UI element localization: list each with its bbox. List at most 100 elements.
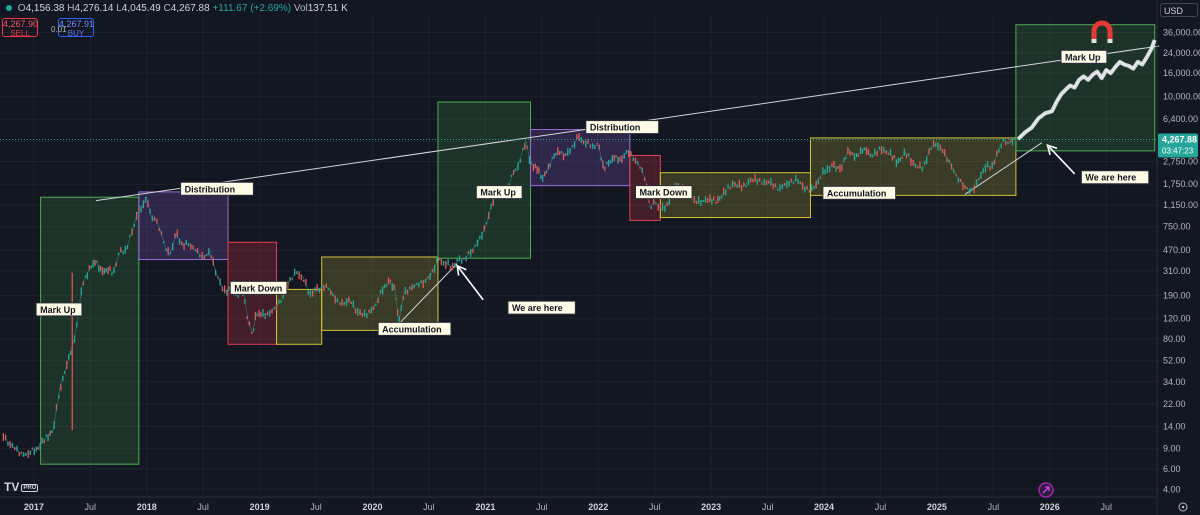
zone-label-bg	[377, 321, 452, 336]
zone-label-bg	[507, 300, 576, 315]
x-tick-label: 2023	[701, 502, 721, 512]
zone-label-bg	[822, 185, 897, 200]
magnet-icon	[1091, 20, 1113, 43]
zone-label-bg	[229, 280, 288, 295]
y-tick-label: 190.00	[1163, 291, 1191, 301]
zone-box	[276, 288, 323, 345]
sell-price: 4,267.90	[3, 19, 39, 29]
arrows	[456, 144, 1076, 301]
zone-label: We are here	[512, 303, 563, 313]
change-value: +111.67 (+2.69%)	[212, 3, 292, 14]
zone-label-bg	[35, 302, 83, 317]
y-tick-label: 10,000.00	[1163, 92, 1200, 102]
zone-label: Mark Up	[480, 188, 516, 198]
buy-label: BUY	[67, 29, 85, 38]
ohlc-legend: O4,156.38 H4,276.14 L4,045.49 C4,267.88 …	[6, 3, 348, 14]
x-tick-label: Jul	[85, 502, 97, 512]
y-tick-label: 1,750.00	[1163, 179, 1198, 189]
zone-label-bg	[1060, 49, 1108, 64]
chart-icons	[1038, 20, 1188, 512]
arrow-icon	[456, 264, 467, 276]
zone-box	[1015, 24, 1156, 152]
x-tick-label: Jul	[197, 502, 209, 512]
zone-box	[437, 101, 532, 259]
price-line	[1, 136, 1014, 457]
y-tick-label: 4.00	[1163, 484, 1181, 494]
pro-badge: PRO	[21, 483, 39, 492]
y-tick-label: 310.00	[1163, 266, 1191, 276]
y-tick-label: 16,000.00	[1163, 68, 1200, 78]
open-value: 4,156.38	[25, 3, 65, 14]
buy-price: 4,267.91	[59, 19, 95, 29]
low-value: 4,045.49	[121, 3, 161, 14]
zone-label-bg	[585, 120, 660, 135]
zone-box	[530, 129, 631, 187]
high-label: H	[67, 3, 75, 14]
x-tick-label: Jul	[536, 502, 548, 512]
y-tick-label: 14.00	[1163, 421, 1186, 431]
countdown-label: 03:47:23	[1162, 146, 1194, 155]
trade-buttons: 4,267.90 SELL 4,267.91 BUY	[2, 18, 95, 38]
event-icon	[1038, 482, 1054, 498]
close-value: 4,267.88	[170, 3, 210, 14]
zone-label-bg	[635, 185, 693, 200]
volume-value: 137.51 K	[307, 3, 348, 14]
last-price-label: 4,267.88	[1162, 134, 1197, 144]
zone-label: Mark Up	[40, 305, 76, 315]
arrow-line	[456, 265, 484, 301]
projection-path	[1016, 39, 1157, 141]
y-tick-label: 80.00	[1163, 334, 1186, 344]
zone-label: We are here	[1085, 173, 1136, 183]
x-tick-label: 2019	[250, 502, 270, 512]
zone-label-bg	[180, 181, 254, 196]
grid	[0, 14, 1157, 496]
x-tick-label: 2026	[1040, 502, 1060, 512]
sell-button[interactable]: 4,267.90 SELL	[2, 18, 39, 38]
zone-label: Accumulation	[382, 324, 442, 334]
volume-label: Vol	[293, 3, 308, 14]
x-tick-label: 2021	[475, 502, 495, 512]
sell-label: SELL	[10, 29, 30, 38]
y-tick-label: 34.00	[1163, 377, 1186, 387]
zone-label: Mark Down	[234, 283, 282, 293]
x-tick-label: 2020	[362, 502, 382, 512]
spread-value: 0.01	[51, 25, 67, 34]
y-tick-label: 470.00	[1163, 245, 1191, 255]
low-label: L	[116, 3, 122, 14]
zone-box	[40, 196, 140, 465]
arrow-line	[1046, 144, 1076, 175]
buy-button[interactable]: 4,267.91 BUY	[58, 18, 95, 38]
y-tick-label: 120.00	[1163, 314, 1191, 324]
zone-label: Accumulation	[827, 188, 887, 198]
y-tick-label: 9.00	[1163, 444, 1181, 454]
green-dot-icon	[6, 5, 12, 12]
arrow-icon	[1046, 144, 1058, 156]
zone-label-bg	[475, 185, 523, 200]
zone-box	[809, 137, 1017, 196]
logo-text: TV	[4, 480, 20, 494]
y-tick-label: 6,400.00	[1163, 114, 1198, 124]
zone-label: Mark Down	[640, 188, 688, 198]
tradingview-logo[interactable]: TV PRO	[4, 480, 39, 494]
x-tick-label: Jul	[1100, 502, 1112, 512]
high-value: 4,276.14	[74, 3, 114, 14]
x-tick-label: Jul	[762, 502, 774, 512]
zone-label: Distribution	[590, 123, 641, 133]
x-tick-label: Jul	[423, 502, 435, 512]
x-tick-label: Jul	[988, 502, 1000, 512]
zone-label: Distribution	[185, 184, 236, 194]
open-label: O	[17, 3, 26, 14]
x-tick-label: Jul	[310, 502, 322, 512]
last-price-badge	[1158, 133, 1198, 158]
y-tick-label: 750.00	[1163, 222, 1191, 232]
y-tick-label: 6.00	[1163, 464, 1181, 474]
y-tick-label: 22.00	[1163, 399, 1186, 409]
y-tick-label: 52.00	[1163, 356, 1186, 366]
currency-selector[interactable]: USD	[1160, 3, 1198, 17]
y-tick-label: 1,150.00	[1163, 200, 1198, 210]
settings-icon	[1178, 502, 1188, 512]
price-series	[0, 39, 1157, 459]
y-tick-label: 2,750.00	[1163, 156, 1198, 166]
